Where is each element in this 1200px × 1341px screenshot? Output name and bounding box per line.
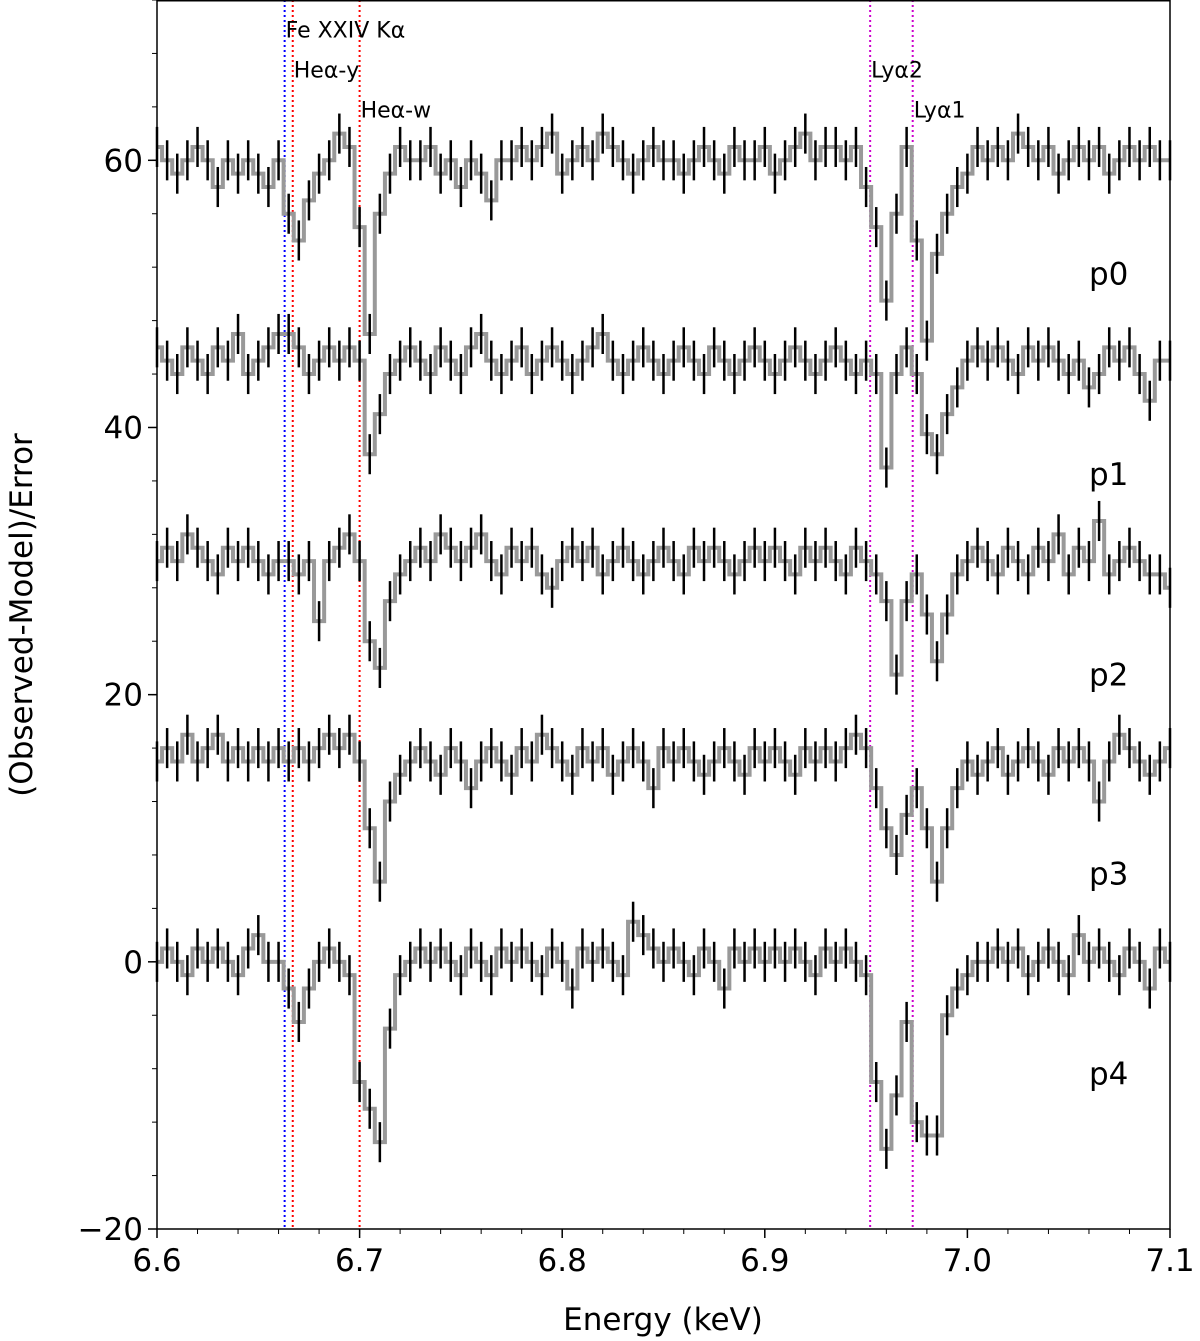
plot-frame <box>156 0 1171 1230</box>
series-label: p3 <box>1089 856 1128 892</box>
x-tick-label: 7.0 <box>943 1243 992 1279</box>
series-label: p2 <box>1089 657 1128 693</box>
line-label: Lyα1 <box>914 99 966 124</box>
series-label: p4 <box>1089 1057 1128 1093</box>
series-label: p0 <box>1089 257 1128 293</box>
series-p0: p0 <box>155 113 1172 361</box>
y-tick-label: −20 <box>78 1212 143 1248</box>
step-line <box>157 919 1170 1151</box>
series-label: p1 <box>1089 457 1128 493</box>
y-tick-label: 40 <box>104 410 143 446</box>
x-tick-label: 7.1 <box>1145 1243 1194 1279</box>
series-p1: p1 <box>155 313 1172 493</box>
x-axis-label: Energy (keV) <box>563 1302 763 1338</box>
line-label: Lyα2 <box>871 58 923 83</box>
series-p2: p2 <box>155 500 1172 695</box>
y-tick-label: 0 <box>123 945 143 981</box>
line-label: Heα-w <box>361 99 432 124</box>
series-group: p0 p1 p2 p3 p4 <box>155 113 1172 1169</box>
x-tick-label: 6.8 <box>538 1243 587 1279</box>
x-tick-label: 6.6 <box>132 1243 181 1279</box>
y-axis-label: (Observed-Model)/Error <box>4 433 40 797</box>
line-label: Fe XXIV Kα <box>286 18 406 43</box>
series-p3: p3 <box>155 714 1172 902</box>
y-tick-label: 60 <box>104 143 143 179</box>
y-tick-label: 20 <box>104 678 143 714</box>
series-p4: p4 <box>155 901 1172 1169</box>
reference-lines <box>283 0 914 1229</box>
x-tick-label: 6.9 <box>740 1243 789 1279</box>
line-label: Heα-y <box>294 58 360 83</box>
x-tick-label: 6.7 <box>335 1243 384 1279</box>
axes: 6.6 6.7 6.8 6.9 7.0 7.1 −20 0 20 40 60 <box>78 0 1195 1279</box>
